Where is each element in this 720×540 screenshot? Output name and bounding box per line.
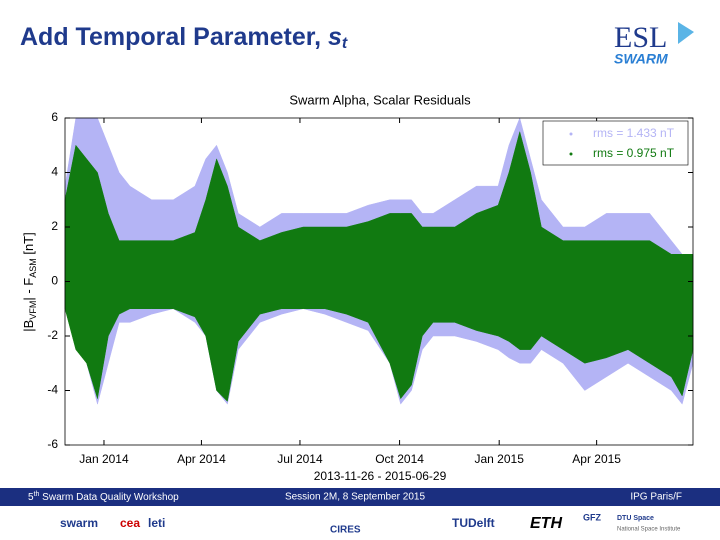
partner: swarm [60,516,98,530]
x-tick-label: Jul 2014 [277,452,323,466]
x-tick-label: Apr 2015 [572,452,621,466]
y-tick-label: 2 [51,219,58,233]
x-tick-label: Apr 2014 [177,452,226,466]
logo-arrow [678,22,694,44]
ylabel-part: | - F [21,278,36,301]
x-axis-label: 2013-11-26 - 2015-06-29 [314,469,447,483]
ylabel-sub: VFM [28,301,38,320]
legend-box [542,120,689,166]
ylabel-part: |B [21,320,36,332]
x-tick-label: Jan 2014 [79,452,129,466]
y-tick-label: -6 [47,437,58,451]
y-tick-label: 4 [51,165,58,179]
logo-swarm: SWARM [614,51,668,67]
title-symbol: s [328,23,342,51]
partner: TUDelft [452,516,495,530]
y-tick-label: -2 [47,328,58,342]
partner: CIRES [330,525,361,536]
y-tick-label: 0 [51,274,58,288]
partner: leti [148,516,165,530]
footer-sup: th [34,491,40,498]
logo-esl: ESL [614,21,667,54]
y-axis-label: |BVFM| - FASM [nT] [21,232,38,331]
ylabel-sub: ASM [28,258,38,278]
x-tick-label: Oct 2014 [375,452,424,466]
title-subscript: t [342,35,348,52]
legend-marker [569,132,573,136]
partner: GFZ [583,512,601,522]
title-text: Add Temporal Parameter, [20,23,328,51]
legend-marker [569,152,573,156]
partner: National Space Institute [617,527,681,533]
partner-logos: swarm cea leti CIRES TUDelft ETH GFZ DTU… [60,512,681,535]
slide-title: Add Temporal Parameter, st [20,23,348,53]
footer-left: 5th Swarm Data Quality Workshop [28,491,179,503]
chart-title: Swarm Alpha, Scalar Residuals [289,92,471,107]
legend-label: rms = 0.975 nT [593,146,675,160]
x-tick-label: Jan 2015 [474,452,524,466]
footer-text: Swarm Data Quality Workshop [39,492,179,503]
partner: DTU Space [617,515,654,522]
y-tick-label: 6 [51,110,58,124]
partner: cea [120,516,140,530]
footer-text: 5 [28,492,34,503]
legend-label: rms = 1.433 nT [593,126,675,140]
footer-right: IPG Paris/F [630,492,682,503]
y-tick-label: -4 [47,383,58,397]
partner: ETH [530,515,562,532]
footer-center: Session 2M, 8 September 2015 [285,492,426,503]
ylabel-part: [nT] [21,232,36,258]
footer-bar [0,488,720,506]
